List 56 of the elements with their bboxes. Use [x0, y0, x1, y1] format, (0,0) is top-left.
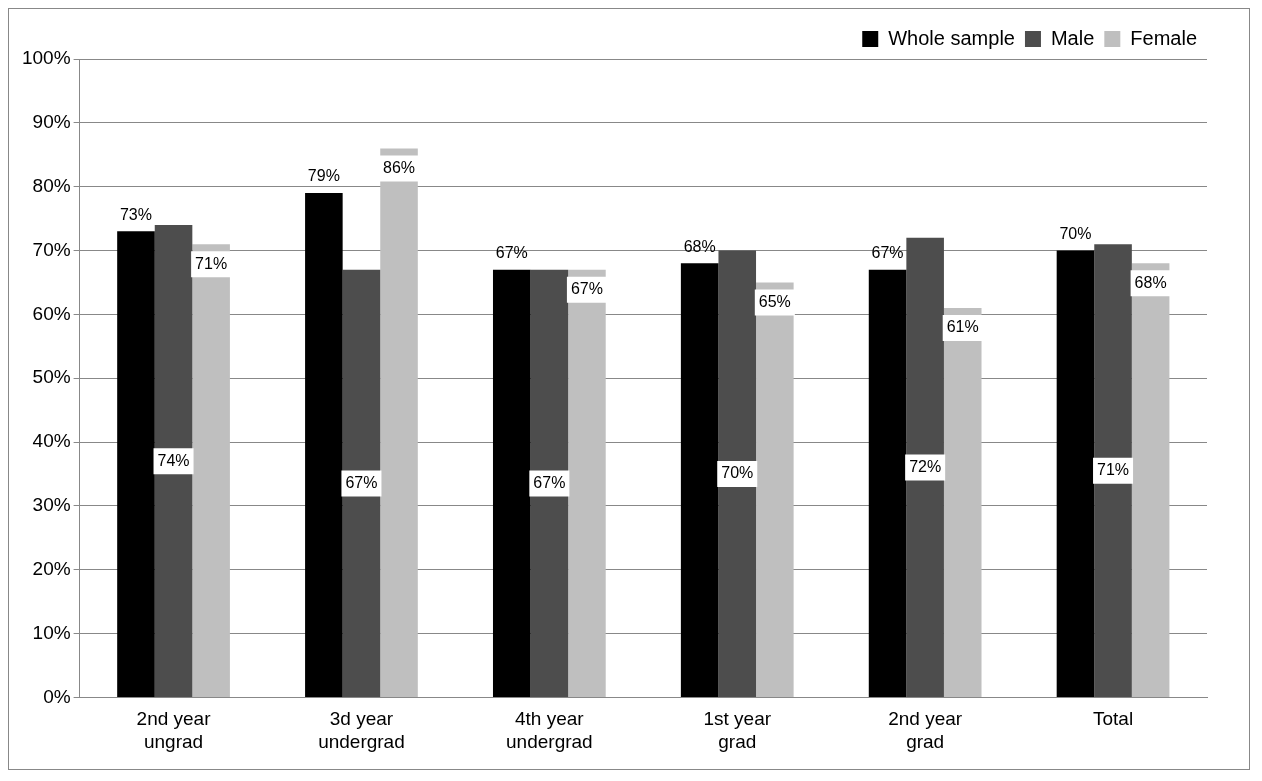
data-label: 74% [157, 451, 190, 469]
y-tick-label: 70% [32, 238, 71, 260]
y-tick-label: 50% [32, 366, 71, 388]
data-label: 61% [946, 318, 979, 336]
bar [192, 244, 230, 697]
data-label: 72% [909, 457, 942, 475]
data-label: 67% [533, 473, 566, 491]
bar [868, 269, 907, 697]
x-tick-label: 1st year grad [703, 708, 772, 752]
bar [943, 307, 982, 697]
y-tick-label: 80% [32, 174, 71, 196]
data-label: 67% [570, 280, 603, 298]
y-tick-label: 60% [32, 302, 71, 324]
bar [154, 224, 193, 697]
data-label: 67% [345, 473, 378, 491]
bar [718, 250, 757, 697]
x-tick-label: 2nd year grad [888, 708, 963, 752]
bar [530, 269, 569, 697]
legend-label: Female [1130, 26, 1198, 49]
legend-label: Whole sample [888, 26, 1015, 49]
y-tick-label: 100% [21, 47, 71, 69]
data-label: 70% [721, 464, 754, 482]
bar [305, 193, 343, 697]
x-tick-label: 2nd year ungrad [136, 708, 212, 752]
bar [117, 231, 155, 697]
bar [680, 263, 719, 697]
data-label: 68% [683, 237, 716, 255]
x-tick-label: 4th year undergrad [506, 708, 593, 752]
data-label: 71% [1097, 461, 1130, 479]
x-tick-label: 3d year undergrad [318, 708, 405, 752]
y-tick-label: 0% [43, 685, 71, 707]
data-label: 79% [307, 167, 340, 185]
y-tick-label: 30% [32, 494, 71, 516]
bar [380, 148, 418, 697]
data-label: 67% [495, 244, 528, 262]
data-label: 86% [383, 158, 416, 176]
data-label: 65% [758, 292, 791, 310]
bar [1094, 244, 1132, 697]
data-label: 70% [1059, 224, 1092, 242]
bar [568, 269, 606, 697]
y-tick-label: 90% [32, 111, 71, 133]
y-tick-label: 10% [32, 621, 71, 643]
bar [492, 269, 531, 697]
data-label: 73% [119, 205, 152, 223]
y-tick-label: 20% [32, 557, 71, 579]
bar [756, 282, 794, 697]
legend-label: Male [1050, 26, 1095, 49]
x-tick-label: Total [1092, 708, 1134, 730]
bar [1056, 250, 1095, 697]
bar [342, 269, 381, 697]
data-label: 68% [1134, 273, 1167, 291]
data-label: 67% [871, 244, 904, 262]
data-label: 71% [195, 254, 228, 272]
bar [1131, 263, 1170, 697]
bar [906, 237, 944, 697]
y-tick-label: 40% [32, 430, 71, 452]
